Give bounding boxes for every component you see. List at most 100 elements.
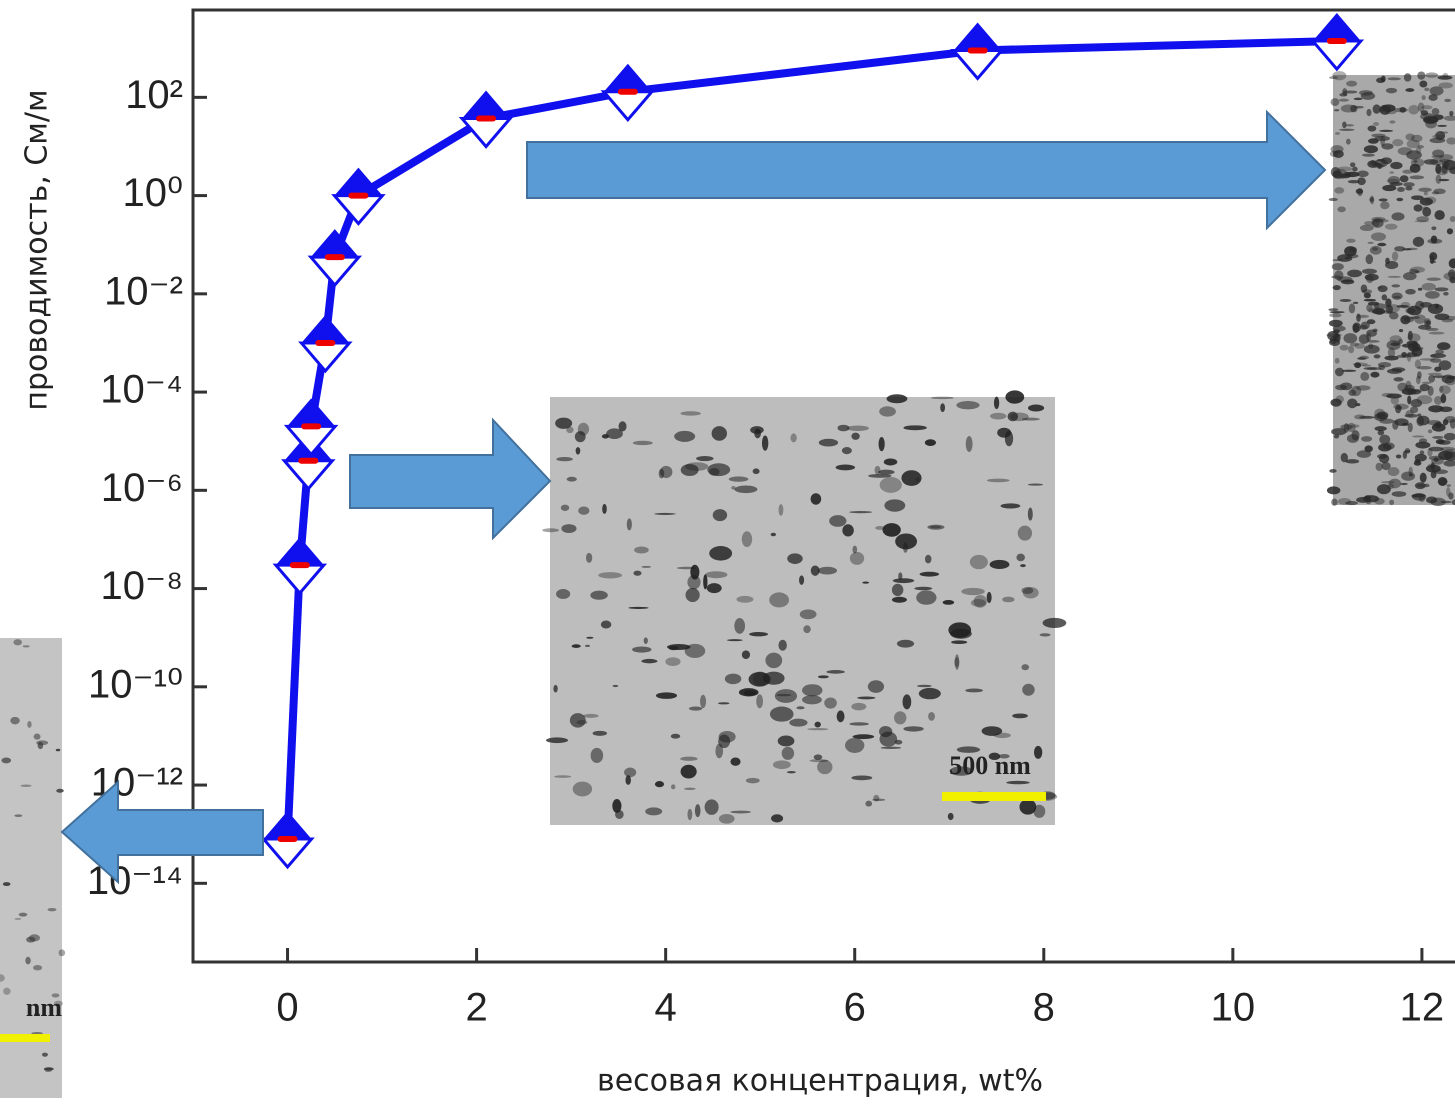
y-tick-label: 10⁻⁸	[101, 564, 183, 608]
micrograph-speck	[1339, 298, 1352, 302]
micrograph-speck	[1359, 415, 1375, 419]
micrograph-speck	[998, 753, 1010, 759]
micrograph-speck	[901, 470, 922, 486]
micrograph-speck	[950, 628, 972, 639]
micrograph-speck	[1414, 270, 1420, 273]
micrograph-speck	[1424, 87, 1430, 92]
micrograph-speck	[1328, 319, 1343, 327]
micrograph-speck	[1435, 131, 1446, 141]
micrograph-speck	[684, 787, 696, 791]
micrograph-speck	[1341, 369, 1357, 372]
micrograph-speck	[1401, 471, 1416, 481]
micrograph-speck	[1440, 446, 1455, 452]
marker-center	[476, 115, 497, 122]
micrograph-speck	[1446, 228, 1454, 235]
micrograph-speck	[1387, 275, 1401, 278]
micrograph-speck	[1439, 385, 1444, 393]
micrograph-speck	[1374, 426, 1387, 432]
micrograph-speck	[802, 695, 822, 705]
micrograph-speck	[835, 464, 856, 471]
micrograph-speck	[10, 716, 20, 725]
marker-lower	[281, 459, 336, 492]
micrograph-speck	[817, 675, 829, 679]
micrograph-speck	[1409, 175, 1425, 180]
marker-lower	[1309, 39, 1365, 72]
micrograph-speck	[873, 794, 880, 802]
marker-center	[298, 457, 319, 464]
micrograph-speck	[730, 757, 741, 766]
micrograph-speck	[851, 432, 860, 440]
micrograph-speck	[1335, 132, 1340, 135]
micrograph-speck	[1406, 150, 1422, 160]
micrograph-speck	[680, 756, 698, 761]
micrograph-speck	[1361, 364, 1372, 367]
micrograph-speck	[1370, 195, 1375, 205]
micrograph-speck	[1402, 272, 1417, 281]
micrograph-speck	[715, 743, 724, 759]
micrograph-speck	[1402, 248, 1412, 251]
micrograph-speck	[1372, 163, 1385, 169]
micrograph-speck	[2, 882, 11, 887]
micrograph-speck	[1429, 86, 1444, 96]
micrograph-speck	[1410, 398, 1423, 408]
micrograph-speck	[645, 807, 663, 816]
micrograph-speck	[1348, 389, 1357, 396]
marker-lower	[600, 90, 656, 123]
data-point	[298, 314, 353, 374]
micrograph-speck	[1380, 75, 1386, 83]
marker-upper	[603, 63, 652, 92]
micrograph-speck	[894, 711, 907, 725]
micrograph-speck	[1333, 333, 1341, 343]
micrograph-speck	[1340, 382, 1353, 391]
micrograph-speck	[790, 433, 797, 443]
micrograph-speck	[56, 788, 64, 793]
micrograph-speck	[1381, 462, 1391, 471]
micrograph-speck	[1016, 553, 1025, 562]
micrograph-speck	[1353, 97, 1363, 101]
micrograph-speck	[1357, 177, 1366, 186]
micrograph-speck	[851, 702, 867, 711]
micrograph-speck	[20, 784, 32, 788]
micrograph-speck	[846, 425, 869, 432]
micrograph-speck	[1438, 385, 1451, 395]
micrograph-speck	[1027, 483, 1044, 486]
micrograph-speck	[1418, 495, 1426, 502]
micrograph-speck	[1366, 303, 1373, 312]
plot-frame	[191, 8, 1455, 964]
plot-area	[260, 13, 1365, 870]
micrograph-speck	[542, 528, 559, 533]
micrograph-speck	[1434, 366, 1442, 372]
micrograph-speck	[919, 571, 940, 577]
micrograph-speck	[1428, 405, 1444, 413]
marker-lower	[950, 48, 1005, 81]
micrograph-speck	[1434, 313, 1450, 321]
micrograph-speck	[1366, 340, 1380, 343]
micrograph-speck	[1424, 483, 1430, 487]
micrograph-speck	[1379, 104, 1391, 115]
micrograph-speck	[1027, 404, 1045, 412]
micrograph-speck	[1414, 453, 1427, 462]
micrograph-speck	[1423, 159, 1439, 165]
micrograph-speck	[1398, 328, 1404, 333]
micrograph-speck	[1432, 134, 1446, 139]
micrograph-speck	[1332, 284, 1341, 291]
data-point	[458, 90, 514, 149]
data-point	[331, 167, 386, 226]
micrograph-speck	[1391, 491, 1407, 497]
micrograph-speck	[1443, 460, 1455, 467]
micrograph-speck	[718, 813, 735, 824]
micrograph-speck	[632, 440, 653, 446]
micrograph-speck	[1326, 486, 1341, 495]
insets: 500 nm nm	[0, 71, 1455, 1098]
micrograph-speck	[1378, 443, 1392, 452]
micrograph-speck	[1438, 360, 1452, 371]
micrograph-speck	[1375, 310, 1384, 316]
micrograph-speck	[883, 458, 898, 466]
micrograph-speck	[618, 421, 627, 432]
micrograph-speck	[1449, 110, 1454, 117]
micrograph-speck	[1351, 430, 1360, 441]
y-tick-label: 10⁰	[122, 171, 183, 215]
micrograph-speck	[14, 917, 22, 920]
micrograph-speck	[1363, 145, 1379, 154]
